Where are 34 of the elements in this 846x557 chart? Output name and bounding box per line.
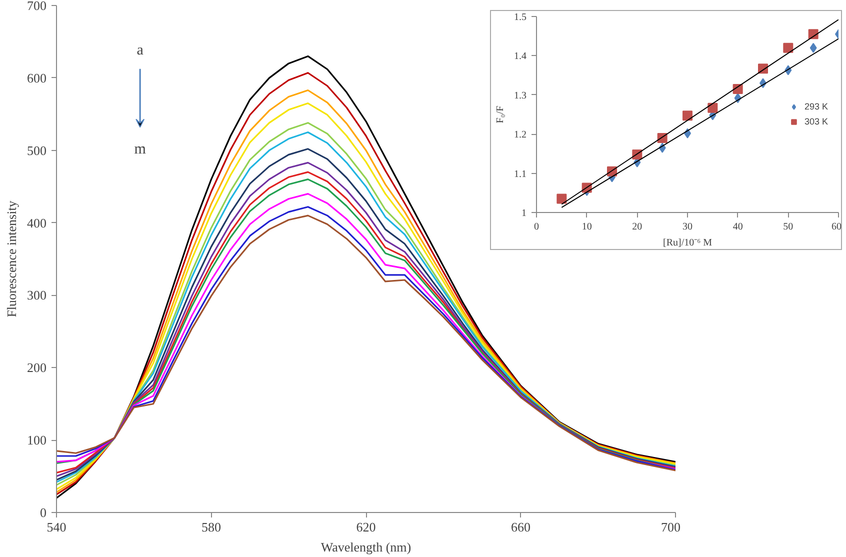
y-tick-label: 600 xyxy=(27,70,46,86)
y-axis-title: F₀/F xyxy=(495,105,506,124)
x-tick-label: 700 xyxy=(661,520,680,534)
x-tick-label: 40 xyxy=(732,222,743,232)
x-tick-label: 20 xyxy=(632,222,642,232)
y-tick-label: 1.4 xyxy=(514,51,526,62)
y-tick-label: 1.1 xyxy=(514,168,526,180)
y-tick-label: 1 xyxy=(522,208,526,219)
x-tick-label: 60 xyxy=(832,222,842,232)
y-tick-label: 400 xyxy=(27,215,46,230)
x-tick-label: 620 xyxy=(356,520,376,534)
x-tick-label: 0 xyxy=(534,222,539,232)
y-tick-label: 300 xyxy=(27,288,46,303)
y-tick-label: 500 xyxy=(27,142,46,158)
annotation: m xyxy=(134,142,146,158)
x-tick-label: 540 xyxy=(46,520,66,534)
y-tick-label: 0 xyxy=(40,505,46,520)
x-axis-title: Wavelength (nm) xyxy=(320,540,412,554)
y-tick-label: 700 xyxy=(27,0,46,13)
y-tick-label: 100 xyxy=(27,432,46,448)
x-tick-label: 50 xyxy=(783,222,794,232)
y-axis-title: Fluorescence intensity xyxy=(4,200,19,318)
y-tick-label: 1.2 xyxy=(514,130,526,141)
legend-label: 303 K xyxy=(804,116,828,126)
annotation: a xyxy=(136,42,144,59)
x-tick-label: 660 xyxy=(511,520,530,534)
x-tick-label: 10 xyxy=(582,222,592,232)
legend-label: 293 K xyxy=(804,102,828,112)
x-tick-label: 580 xyxy=(202,520,221,534)
y-tick-label: 1.5 xyxy=(514,12,526,23)
y-tick-label: 1.3 xyxy=(514,90,526,102)
x-tick-label: 30 xyxy=(682,222,692,232)
y-tick-label: 200 xyxy=(27,360,46,376)
x-axis-title: [Ru]/10⁻⁶ M xyxy=(663,238,712,248)
